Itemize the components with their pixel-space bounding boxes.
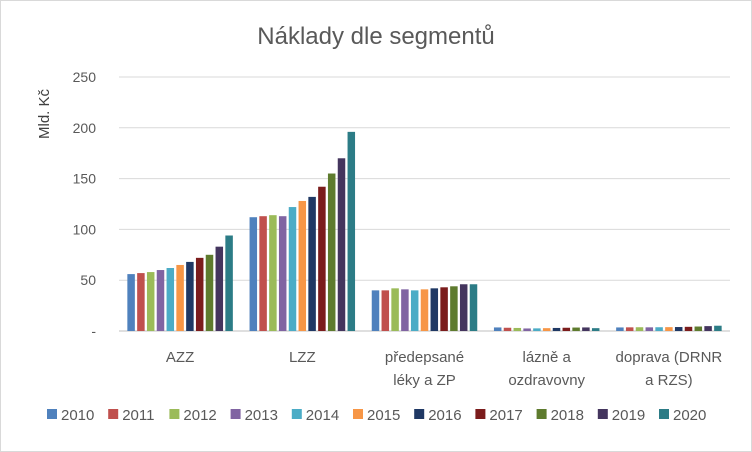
bar-2018-1	[327, 173, 336, 331]
bar-2013-4	[645, 327, 654, 331]
legend-swatch-2020	[659, 409, 669, 419]
category-label: ozdravovny	[508, 372, 585, 389]
y-tick-label: 150	[73, 171, 97, 187]
bar-2019-4	[704, 326, 712, 331]
category-label: a RZS)	[645, 372, 693, 389]
legend-label: 2017	[489, 407, 522, 424]
y-tick-label: 50	[80, 272, 96, 288]
bar-2020-2	[469, 284, 478, 331]
category-label: LZZ	[289, 349, 316, 366]
bar-2016-4	[674, 327, 683, 331]
legend-label: 2019	[612, 407, 645, 424]
legend-label: 2011	[122, 407, 154, 424]
bar-2018-0	[205, 254, 214, 331]
legend-swatch-2019	[597, 409, 608, 419]
bar-2015-3	[542, 328, 551, 331]
category-label: předepsané	[385, 349, 464, 366]
legend-swatch-2017	[475, 409, 486, 419]
bar-2011-1	[259, 216, 267, 331]
bar-2011-3	[503, 327, 512, 331]
bar-2020-3	[591, 328, 600, 331]
bar-2015-1	[298, 200, 307, 331]
bar-2011-0	[137, 273, 145, 331]
legend-swatch-2015	[353, 409, 363, 419]
category-label: AZZ	[166, 349, 194, 366]
bar-2017-4	[684, 326, 693, 331]
legend-swatch-2010	[47, 409, 57, 419]
bar-2013-2	[401, 289, 409, 331]
legend-swatch-2011	[108, 409, 119, 419]
bar-2020-0	[225, 235, 233, 331]
bar-2013-1	[278, 216, 287, 331]
legend-swatch-2013	[230, 409, 241, 419]
chart-title: Náklady dle segmentů	[257, 23, 494, 50]
bar-2010-0	[127, 274, 135, 331]
bar-2016-1	[308, 196, 316, 331]
bar-2013-3	[523, 328, 531, 331]
bar-2018-4	[694, 326, 703, 331]
category-label: doprava (DRNR	[616, 349, 723, 366]
y-tick-label: -	[91, 323, 96, 339]
bar-2014-3	[533, 328, 541, 331]
bar-2014-2	[410, 290, 419, 331]
y-axis-title: Mld. Kč	[36, 88, 53, 139]
legend-label: 2016	[428, 407, 461, 424]
y-tick-label: 200	[73, 120, 97, 136]
legend-label: 2012	[183, 407, 216, 424]
bar-2015-0	[176, 264, 184, 331]
bar-2012-4	[635, 327, 644, 331]
bar-2017-2	[440, 287, 448, 331]
bar-2015-4	[665, 327, 673, 331]
legend-swatch-2016	[414, 409, 425, 419]
bar-2011-4	[625, 327, 634, 331]
bar-2012-0	[146, 272, 155, 331]
legend-label: 2014	[306, 407, 339, 424]
bar-2016-0	[186, 261, 194, 331]
bar-2010-1	[249, 217, 258, 331]
bar-2013-0	[156, 270, 165, 331]
bar-2019-2	[459, 284, 468, 331]
bar-2018-3	[572, 327, 580, 331]
bar-2018-2	[450, 286, 458, 331]
legend-label: 2013	[245, 407, 278, 424]
legend-swatch-2018	[536, 409, 547, 419]
bar-2014-4	[655, 327, 663, 331]
legend-swatch-2014	[291, 409, 302, 419]
bar-2012-2	[391, 288, 399, 331]
bar-2020-4	[714, 325, 722, 331]
bar-2011-2	[381, 290, 390, 331]
bar-2020-1	[347, 131, 356, 331]
y-tick-label: 250	[73, 69, 97, 85]
legend-label: 2020	[673, 407, 706, 424]
bar-2017-0	[195, 257, 204, 331]
legend-label: 2010	[61, 407, 94, 424]
category-label: lázně a	[523, 349, 572, 366]
bar-2016-3	[552, 327, 561, 331]
bar-2012-1	[269, 215, 277, 331]
bar-2010-4	[616, 327, 624, 331]
bar-2010-2	[371, 290, 380, 331]
bar-2019-0	[215, 246, 224, 331]
bar-2019-3	[582, 327, 590, 331]
bar-2019-1	[337, 158, 346, 331]
bar-2012-3	[513, 327, 522, 331]
bar-2010-3	[493, 327, 502, 331]
legend-label: 2015	[367, 407, 400, 424]
bar-2016-2	[430, 288, 439, 331]
legend-swatch-2012	[169, 409, 180, 419]
bar-2014-1	[288, 207, 297, 331]
legend-label: 2018	[551, 407, 584, 424]
category-label: léky a ZP	[393, 372, 456, 389]
bar-2014-0	[166, 268, 175, 331]
bar-2015-2	[420, 289, 429, 331]
y-tick-label: 100	[73, 221, 97, 237]
bar-2017-1	[318, 186, 326, 331]
bar-2017-3	[562, 327, 571, 331]
